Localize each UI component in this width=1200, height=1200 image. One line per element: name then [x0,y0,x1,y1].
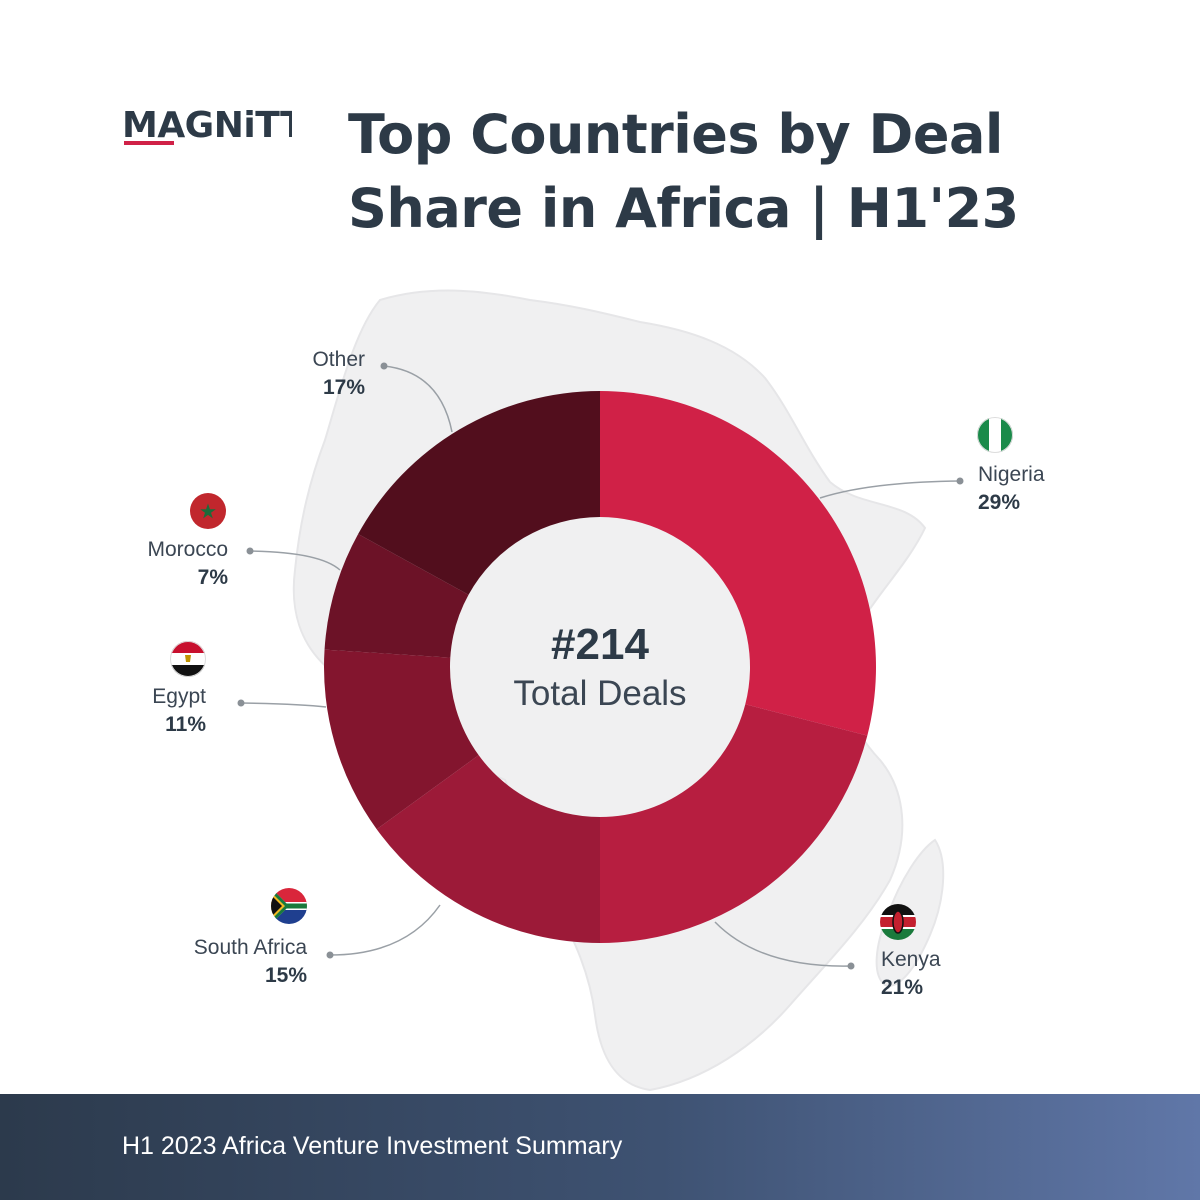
total-deals-label: Total Deals [513,674,687,713]
label-egypt: Egypt 11% [152,683,206,739]
leader-dot-morocco [246,547,254,555]
label-kenya-name: Kenya [881,948,941,971]
donut-center: #214 Total Deals [450,617,750,715]
title-line-1: Top Countries by Deal [348,103,1003,166]
morocco-flag-icon [190,493,226,529]
logo-text: MAGNiTT [122,105,292,146]
logo-accent [124,141,174,145]
leader-dot-kenya [847,962,855,970]
leader-line-other [383,365,453,433]
label-other: Other 17% [312,346,365,402]
label-morocco-name: Morocco [147,538,228,561]
title-line-2: Share in Africa | H1'23 [348,177,1019,240]
leader-dot-other [380,362,388,370]
leader-dot-egypt [237,699,245,707]
leader-line-nigeria [819,480,961,499]
label-egypt-value: 11% [165,713,206,736]
label-south-africa: South Africa 15% [194,934,307,990]
slice-egypt [323,649,479,830]
footer-text: H1 2023 Africa Venture Investment Summar… [122,1132,623,1160]
footer-banner: H1 2023 Africa Venture Investment Summar… [0,1094,1200,1200]
label-other-value: 17% [322,376,365,399]
leader-line-morocco [249,550,341,571]
label-south-africa-value: 15% [264,964,307,987]
slice-kenya [600,704,868,943]
slice-south-africa [376,755,600,943]
slice-other [358,391,600,595]
egypt-flag-icon [170,641,206,677]
label-egypt-name: Egypt [152,685,206,708]
magnitt-logo: MAGNiTT [122,105,292,146]
label-nigeria-value: 29% [978,491,1021,514]
slice-morocco [324,534,469,658]
kenya-flag-icon [880,904,916,940]
label-kenya: Kenya 21% [881,946,941,1002]
label-other-name: Other [312,348,365,371]
slice-nigeria [600,391,877,736]
label-morocco: Morocco 7% [147,536,228,592]
leader-dot-nigeria [956,477,964,485]
nigeria-flag-icon [977,417,1013,453]
leader-line-south-africa [329,904,441,956]
label-nigeria-name: Nigeria [978,463,1045,486]
total-deals-value: #214 [551,620,649,669]
label-kenya-value: 21% [881,976,924,999]
south-africa-flag-icon [271,888,307,924]
page-title: Top Countries by Deal Share in Africa | … [348,98,1108,246]
label-morocco-value: 7% [197,566,228,589]
leader-dot-south-africa [326,951,334,959]
label-nigeria: Nigeria 29% [978,461,1045,517]
donut-slices [323,391,877,943]
leader-line-egypt [240,702,327,708]
label-south-africa-name: South Africa [193,936,307,959]
leader-line-kenya [714,921,852,967]
leader-lines [237,362,964,970]
